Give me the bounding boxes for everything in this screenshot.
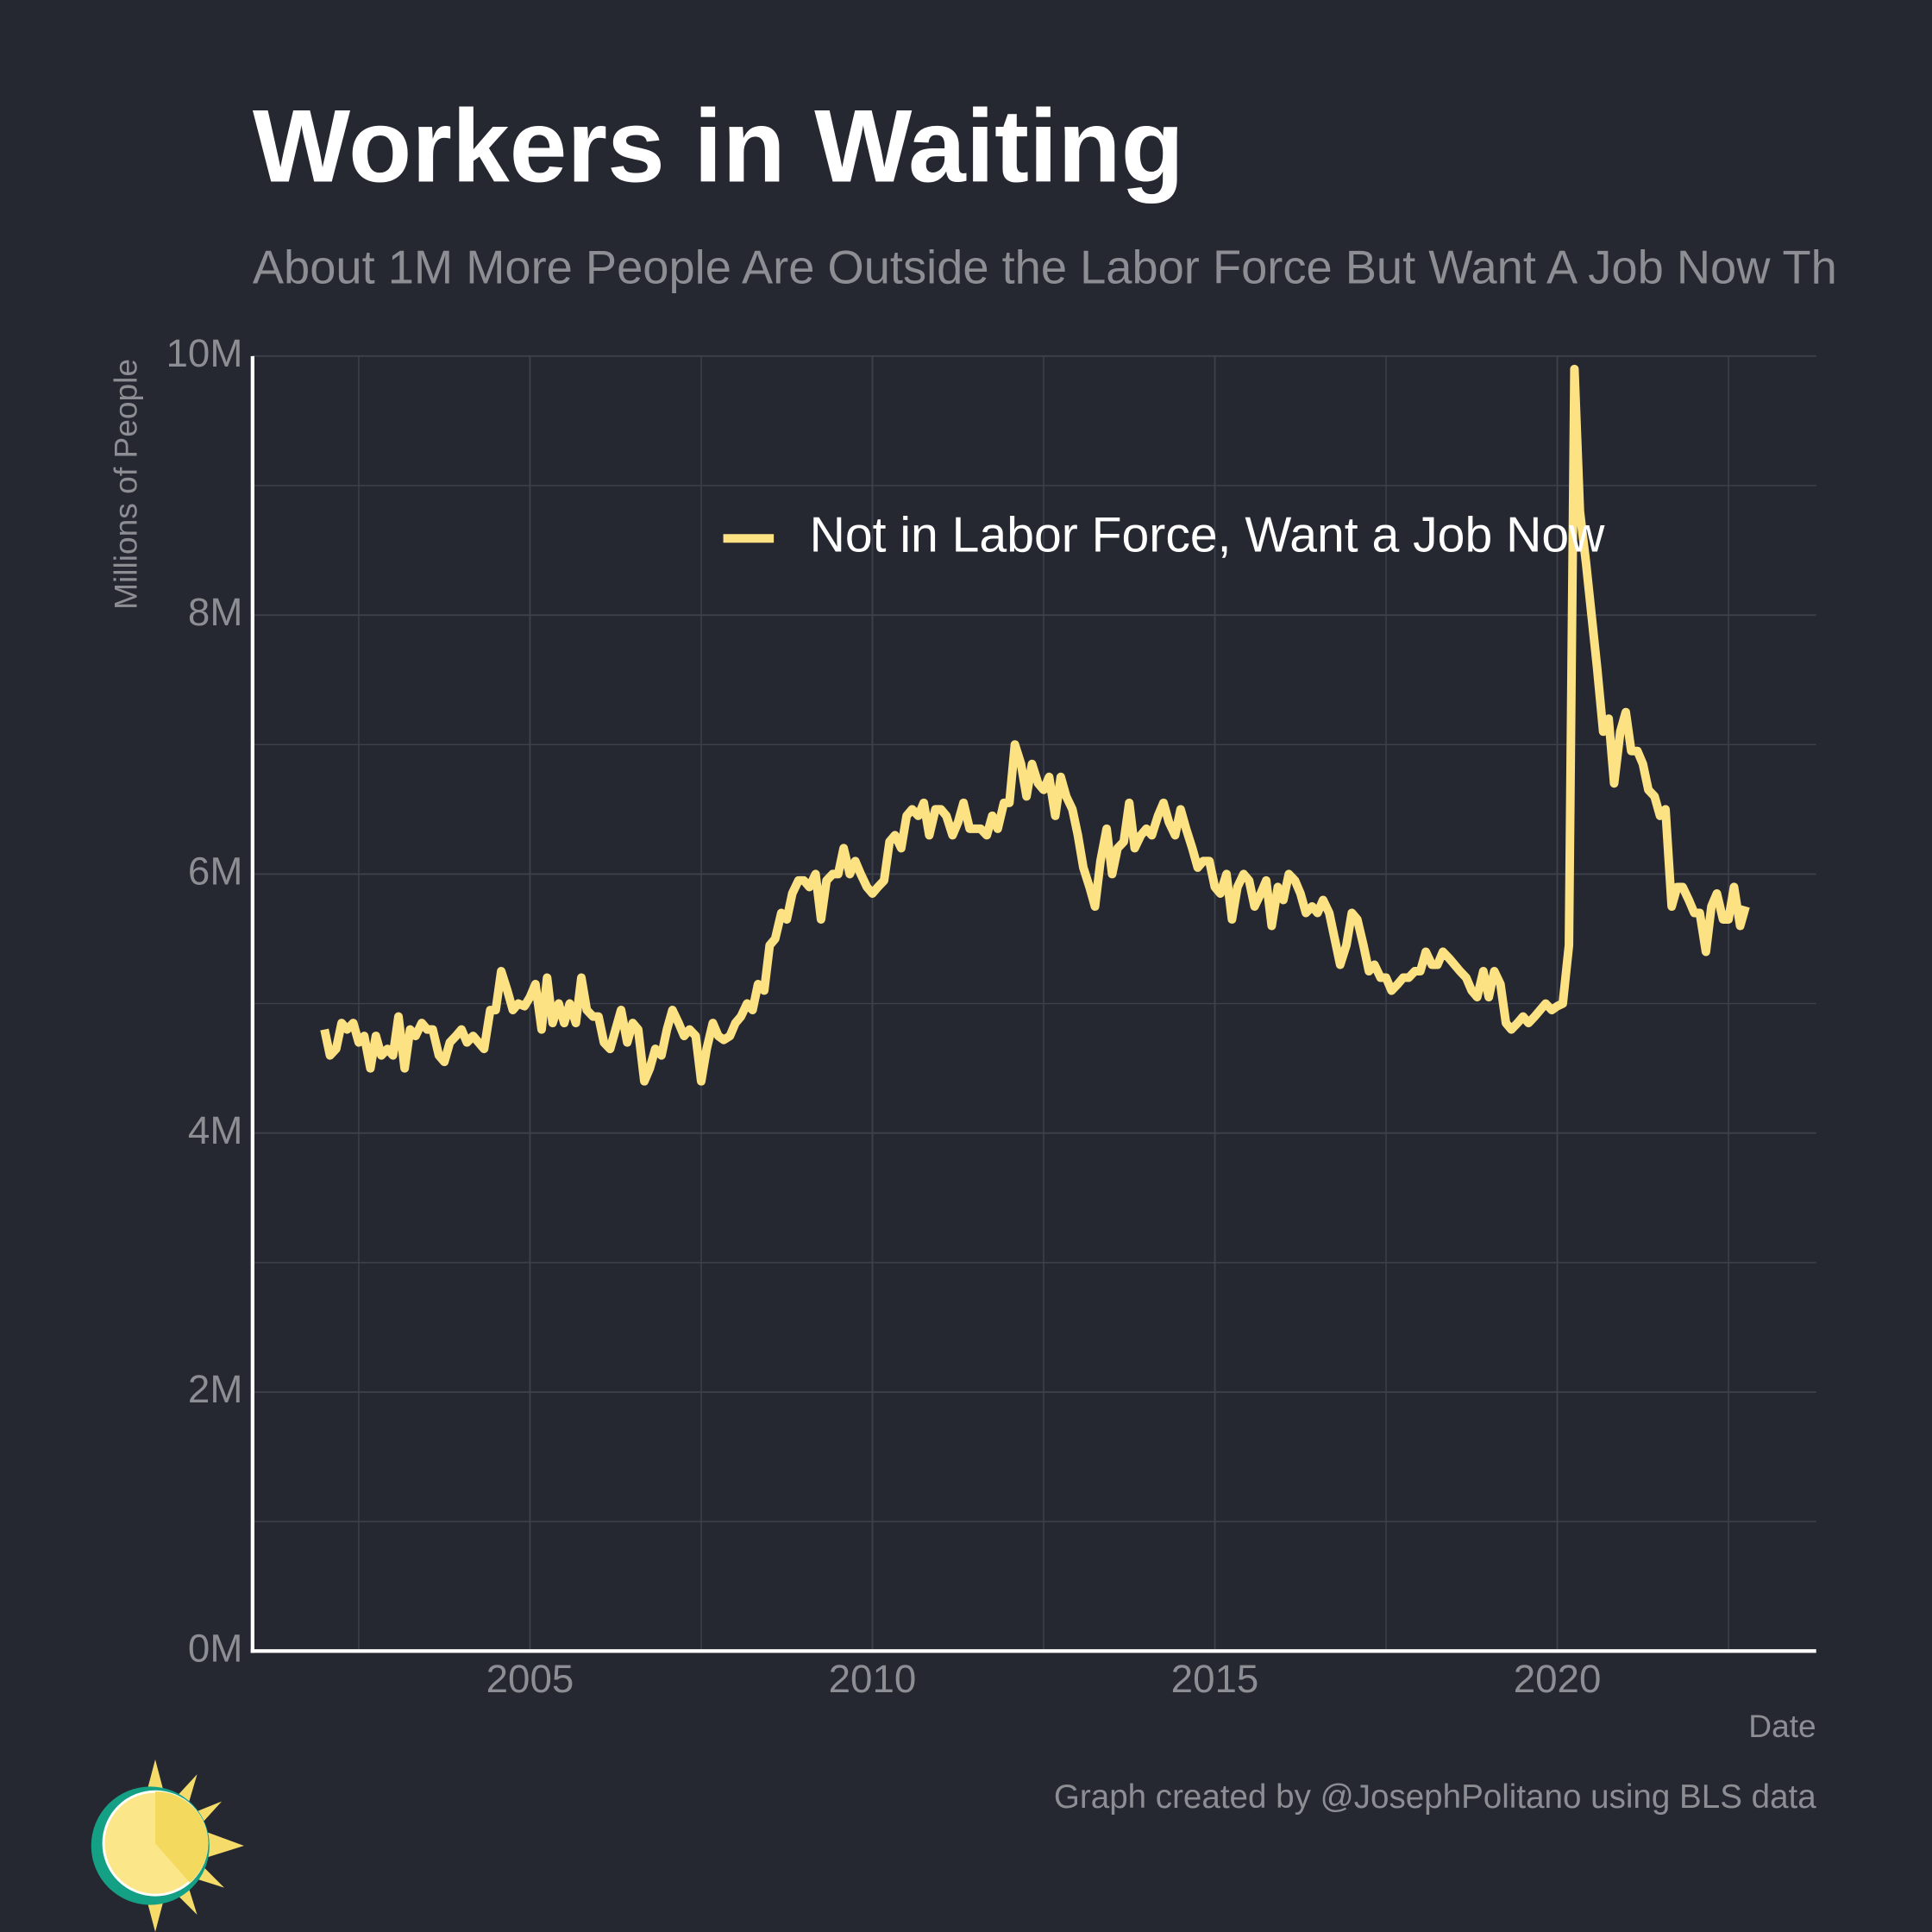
x-tick-label: 2020 (1514, 1657, 1602, 1701)
y-tick-label: 8M (188, 590, 242, 634)
y-tick-label: 10M (166, 331, 243, 375)
logo (91, 1760, 244, 1932)
x-tick-label: 2005 (486, 1657, 574, 1701)
legend-label: Not in Labor Force, Want a Job Now (810, 507, 1606, 562)
x-tick-label: 2015 (1171, 1657, 1259, 1701)
series-line (320, 364, 1750, 1086)
caption: Graph created by @JosephPolitano using B… (1054, 1778, 1816, 1816)
y-axis-label: Millions of People (107, 359, 143, 610)
y-tick-label: 0M (188, 1626, 242, 1670)
chart-subtitle: About 1M More People Are Outside the Lab… (253, 242, 1837, 294)
y-tick-label: 2M (188, 1367, 242, 1411)
chart-title: Workers in Waiting (253, 88, 1184, 204)
y-tick-label: 6M (188, 850, 242, 894)
x-tick-label: 2010 (829, 1657, 917, 1701)
x-axis-label: Date (1748, 1708, 1816, 1744)
y-tick-label: 4M (188, 1108, 242, 1152)
logo-shade (155, 1791, 209, 1883)
